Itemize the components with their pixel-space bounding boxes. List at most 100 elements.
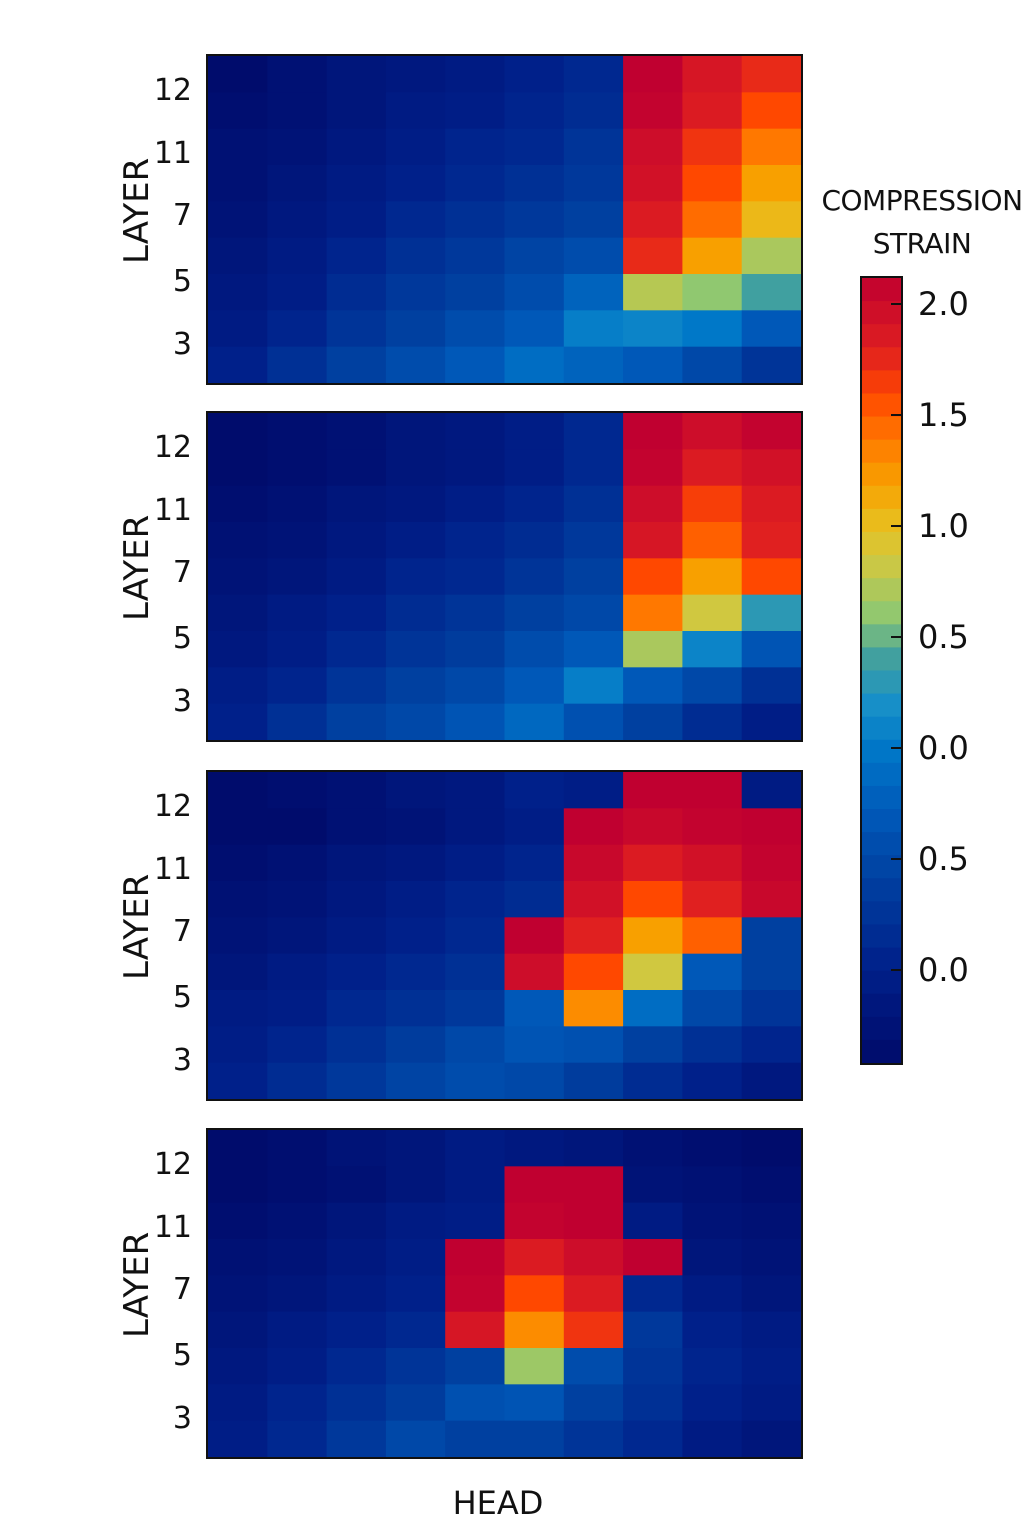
heatmap-cell-r8-c1: [208, 1384, 268, 1422]
colorbar-band: [862, 324, 901, 348]
heatmap-cell-r6-c3: [326, 237, 387, 275]
colorbar-band: [862, 555, 901, 579]
heatmap-cell-r4-c1: [208, 881, 268, 918]
heatmap-cell-r4-c3: [326, 1239, 387, 1276]
heatmap-cell-r2-c1: [208, 1166, 268, 1204]
heatmap-cell-r9-c6: [504, 1420, 565, 1457]
heatmap-cell-r8-c7: [563, 310, 624, 348]
heatmap-cell-r9-c5: [445, 1420, 506, 1457]
heatmap-cell-r5-c8: [623, 917, 683, 955]
heatmap-cell-r2-c3: [326, 1166, 387, 1204]
heatmap-cell-r7-c10: [741, 631, 801, 668]
heatmap-cell-r6-c1: [208, 237, 268, 275]
heatmap-cell-r1-c4: [385, 413, 446, 450]
heatmap-panel-2: [206, 411, 803, 742]
heatmap-cell-r8-c7: [563, 1384, 624, 1422]
heatmap-cell-r9-c9: [682, 1420, 743, 1457]
heatmap-cell-r7-c7: [563, 1348, 624, 1385]
heatmap-cell-r7-c3: [326, 631, 387, 668]
colorbar-band: [862, 647, 901, 671]
heatmap-cell-r1-c9: [682, 413, 743, 450]
heatmap-cell-r8-c7: [563, 667, 624, 705]
heatmap-cell-r1-c5: [445, 772, 506, 809]
heatmap-cell-r7-c6: [504, 631, 565, 668]
heatmap-cell-r7-c1: [208, 1348, 268, 1385]
heatmap-cell-r9-c7: [563, 1062, 624, 1099]
heatmap-cell-r7-c4: [385, 631, 446, 668]
heatmap-cell-r4-c3: [326, 522, 387, 559]
heatmap-cell-r2-c3: [326, 92, 387, 130]
colorbar-band: [862, 739, 901, 764]
heatmap-cell-r7-c2: [267, 1348, 328, 1385]
colorbar-title-line1: COMPRESSION: [821, 184, 1023, 217]
heatmap-cell-r4-c6: [504, 1239, 565, 1276]
heatmap-cell-r1-c10: [741, 772, 801, 809]
heatmap-cell-r6-c6: [504, 237, 565, 275]
heatmap-cell-r5-c7: [563, 558, 624, 596]
heatmap-cell-r7-c5: [445, 274, 506, 311]
heatmap-cell-r3-c8: [623, 844, 683, 882]
heatmap-cell-r5-c5: [445, 917, 506, 955]
heatmap-cell-r7-c5: [445, 1348, 506, 1385]
heatmap-cell-r8-c6: [504, 310, 565, 348]
colorbar-band: [862, 993, 901, 1018]
colorbar-tick-label: 1.5: [918, 396, 969, 434]
y-tick-label: 12: [153, 430, 192, 465]
heatmap-cell-r5-c1: [208, 201, 268, 239]
heatmap-cell-r3-c1: [208, 128, 268, 166]
heatmap-cell-r5-c2: [267, 558, 328, 596]
heatmap-cell-r4-c4: [385, 165, 446, 202]
heatmap-cell-r8-c5: [445, 667, 506, 705]
heatmap-cell-r2-c8: [623, 449, 683, 487]
heatmap-cell-r4-c9: [682, 165, 743, 202]
heatmap-cell-r5-c2: [267, 1275, 328, 1313]
heatmap-cell-r9-c1: [208, 1420, 268, 1457]
heatmap-cell-r9-c4: [385, 703, 446, 740]
heatmap-cell-r4-c8: [623, 522, 683, 559]
heatmap-cell-r4-c6: [504, 165, 565, 202]
heatmap-cell-r2-c2: [267, 449, 328, 487]
heatmap-cell-r7-c2: [267, 274, 328, 311]
heatmap-cell-r6-c4: [385, 953, 446, 991]
heatmap-cell-r5-c4: [385, 558, 446, 596]
heatmap-cell-r6-c10: [741, 953, 801, 991]
heatmap-cell-r3-c4: [385, 485, 446, 523]
heatmap-cell-r3-c6: [504, 844, 565, 882]
colorbar-title-line2: STRAIN: [872, 227, 972, 260]
colorbar-tick-mark: [891, 858, 903, 860]
heatmap-cell-r2-c3: [326, 808, 387, 846]
heatmap-cell-r9-c2: [267, 1062, 328, 1099]
colorbar: [860, 276, 903, 1065]
heatmap-cell-r8-c8: [623, 1026, 683, 1064]
heatmap-cell-r8-c1: [208, 1026, 268, 1064]
heatmap-cell-r1-c6: [504, 413, 565, 450]
heatmap-cell-r3-c10: [741, 1202, 801, 1240]
heatmap-cell-r2-c6: [504, 1166, 565, 1204]
heatmap-cell-r9-c8: [623, 346, 683, 383]
colorbar-tick-label: 2.0: [918, 285, 969, 323]
y-tick-label: 5: [172, 980, 192, 1015]
heatmap-cell-r8-c5: [445, 310, 506, 348]
heatmap-cell-r1-c10: [741, 413, 801, 450]
y-tick-label: 3: [172, 1043, 192, 1078]
heatmap-cell-r8-c3: [326, 1384, 387, 1422]
heatmap-cell-r2-c4: [385, 1166, 446, 1204]
heatmap-cell-r3-c2: [267, 1202, 328, 1240]
heatmap-cell-r5-c6: [504, 201, 565, 239]
colorbar-band: [862, 462, 901, 487]
heatmap-cell-r1-c6: [504, 772, 565, 809]
heatmap-cell-r1-c1: [208, 772, 268, 809]
colorbar-band: [862, 947, 901, 972]
heatmap-cell-r6-c6: [504, 953, 565, 991]
y-tick-label: 7: [172, 555, 192, 590]
heatmap-cell-r4-c9: [682, 1239, 743, 1276]
heatmap-cell-r4-c2: [267, 881, 328, 918]
heatmap-cell-r4-c7: [563, 522, 624, 559]
heatmap-cell-r8-c1: [208, 310, 268, 348]
heatmap-cell-r8-c2: [267, 310, 328, 348]
heatmap-cell-r4-c4: [385, 522, 446, 559]
heatmap-cell-r3-c2: [267, 485, 328, 523]
heatmap-cell-r6-c4: [385, 1311, 446, 1349]
colorbar-tick-mark: [891, 303, 903, 305]
colorbar-tick-label: 0.0: [918, 729, 969, 767]
